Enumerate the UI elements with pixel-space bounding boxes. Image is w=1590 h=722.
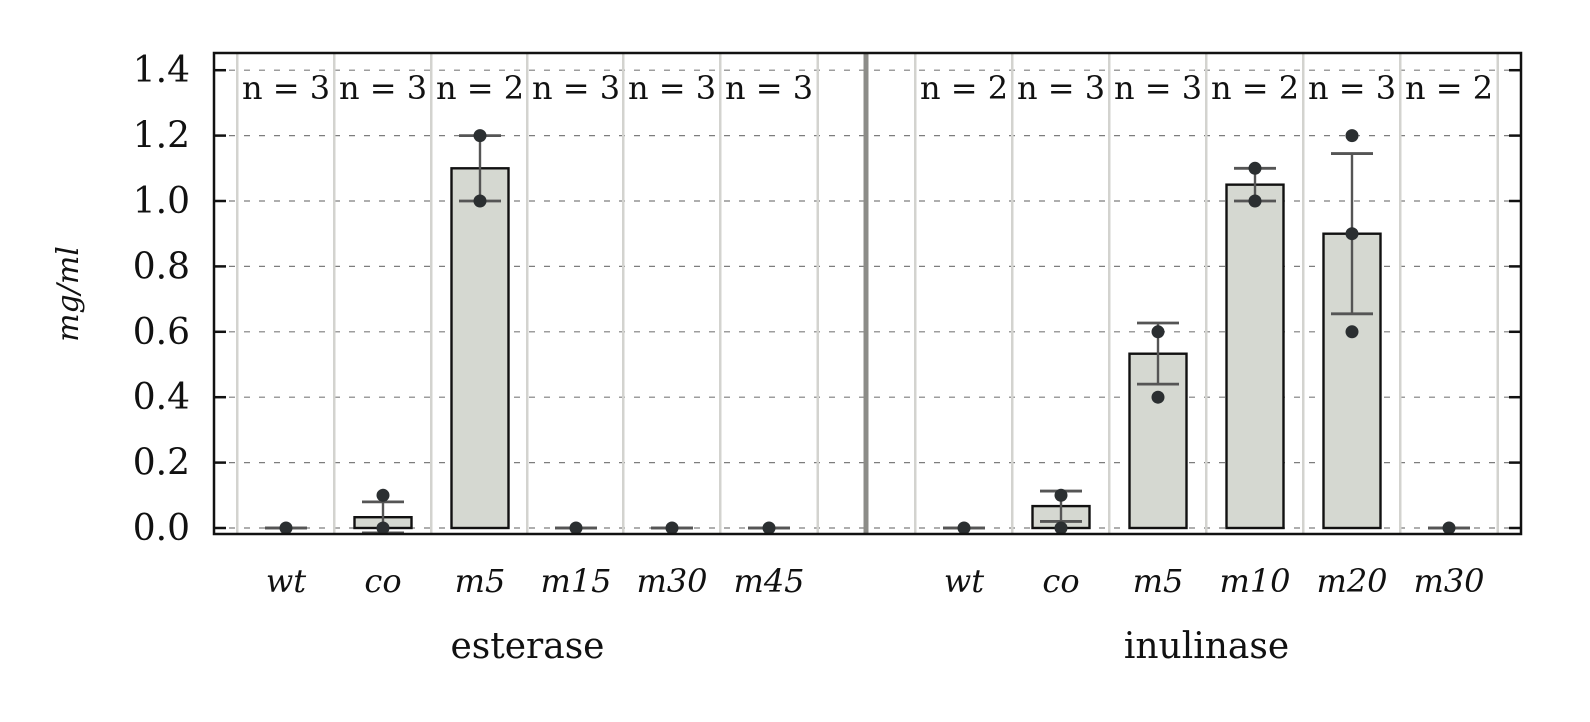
data-point xyxy=(1151,325,1165,339)
bars-layer xyxy=(265,129,1470,535)
n-label-inulinase-m20: n = 3 xyxy=(1308,69,1396,107)
data-point xyxy=(1345,325,1359,339)
n-label-esterase-wt: n = 3 xyxy=(242,69,330,107)
y-tick-label: 1.2 xyxy=(133,116,190,157)
label-layer: n = 3 wt n = 3 co n = 2 m5 n = 3 m15 n = 3 m30 n =… xyxy=(242,69,1493,667)
category-label-inulinase-m5: m5 xyxy=(1133,562,1184,600)
data-point xyxy=(473,129,487,143)
data-point xyxy=(1151,390,1165,404)
category-label-esterase-co: co xyxy=(364,562,401,600)
n-label-inulinase-m10: n = 2 xyxy=(1211,69,1299,107)
group-label-inulinase: inulinase xyxy=(1124,626,1289,667)
data-point xyxy=(1442,521,1456,535)
category-label-inulinase-m20: m20 xyxy=(1316,562,1387,600)
data-point xyxy=(762,521,776,535)
n-label-esterase-co: n = 3 xyxy=(339,69,427,107)
data-point xyxy=(1054,521,1068,535)
category-label-esterase-m45: m45 xyxy=(733,562,804,600)
data-point xyxy=(279,521,293,535)
category-label-inulinase-wt: wt xyxy=(944,562,984,600)
data-point xyxy=(1345,227,1359,241)
y-axis-label: mg/ml xyxy=(51,246,86,342)
y-tick-label: 0.8 xyxy=(133,246,190,287)
n-label-esterase-m5: n = 2 xyxy=(436,69,524,107)
data-point xyxy=(569,521,583,535)
data-point xyxy=(957,521,971,535)
plot-border xyxy=(212,51,1523,536)
category-label-esterase-m30: m30 xyxy=(636,562,707,600)
n-label-inulinase-wt: n = 2 xyxy=(920,69,1008,107)
bar-inulinase-m10 xyxy=(1225,183,1285,530)
bar-esterase-m5 xyxy=(450,167,510,530)
n-label-esterase-m45: n = 3 xyxy=(725,69,813,107)
y-tick-label: 0.6 xyxy=(133,312,190,353)
y-tick-label: 0.4 xyxy=(133,377,190,418)
data-point xyxy=(665,521,679,535)
n-label-inulinase-co: n = 3 xyxy=(1017,69,1105,107)
category-label-esterase-m5: m5 xyxy=(455,562,506,600)
category-label-inulinase-m30: m30 xyxy=(1413,562,1484,600)
y-tick-label: 0.2 xyxy=(133,443,190,484)
n-label-inulinase-m30: n = 2 xyxy=(1405,69,1493,107)
category-label-esterase-m15: m15 xyxy=(540,562,611,600)
category-label-esterase-wt: wt xyxy=(266,562,306,600)
data-point xyxy=(1345,129,1359,143)
data-point xyxy=(1054,488,1068,502)
n-label-esterase-m30: n = 3 xyxy=(628,69,716,107)
data-point xyxy=(376,488,390,502)
y-tick-label: 1.4 xyxy=(133,50,190,91)
y-tick-label: 1.0 xyxy=(133,181,190,222)
group-label-esterase: esterase xyxy=(450,626,604,667)
y-axis: 0.0 0.2 0.4 0.6 0.8 1.0 1.2 1.4 mg/ml xyxy=(51,50,1521,549)
y-tick-label: 0.0 xyxy=(133,508,190,549)
category-label-inulinase-m10: m10 xyxy=(1219,562,1290,600)
grid-lines xyxy=(214,53,1521,534)
data-point xyxy=(376,521,390,535)
plot-frame xyxy=(212,51,1523,536)
data-point xyxy=(1248,194,1262,208)
n-label-inulinase-m5: n = 3 xyxy=(1114,69,1202,107)
n-label-esterase-m15: n = 3 xyxy=(532,69,620,107)
category-label-inulinase-co: co xyxy=(1042,562,1079,600)
data-point xyxy=(473,194,487,208)
data-point xyxy=(1248,161,1262,175)
